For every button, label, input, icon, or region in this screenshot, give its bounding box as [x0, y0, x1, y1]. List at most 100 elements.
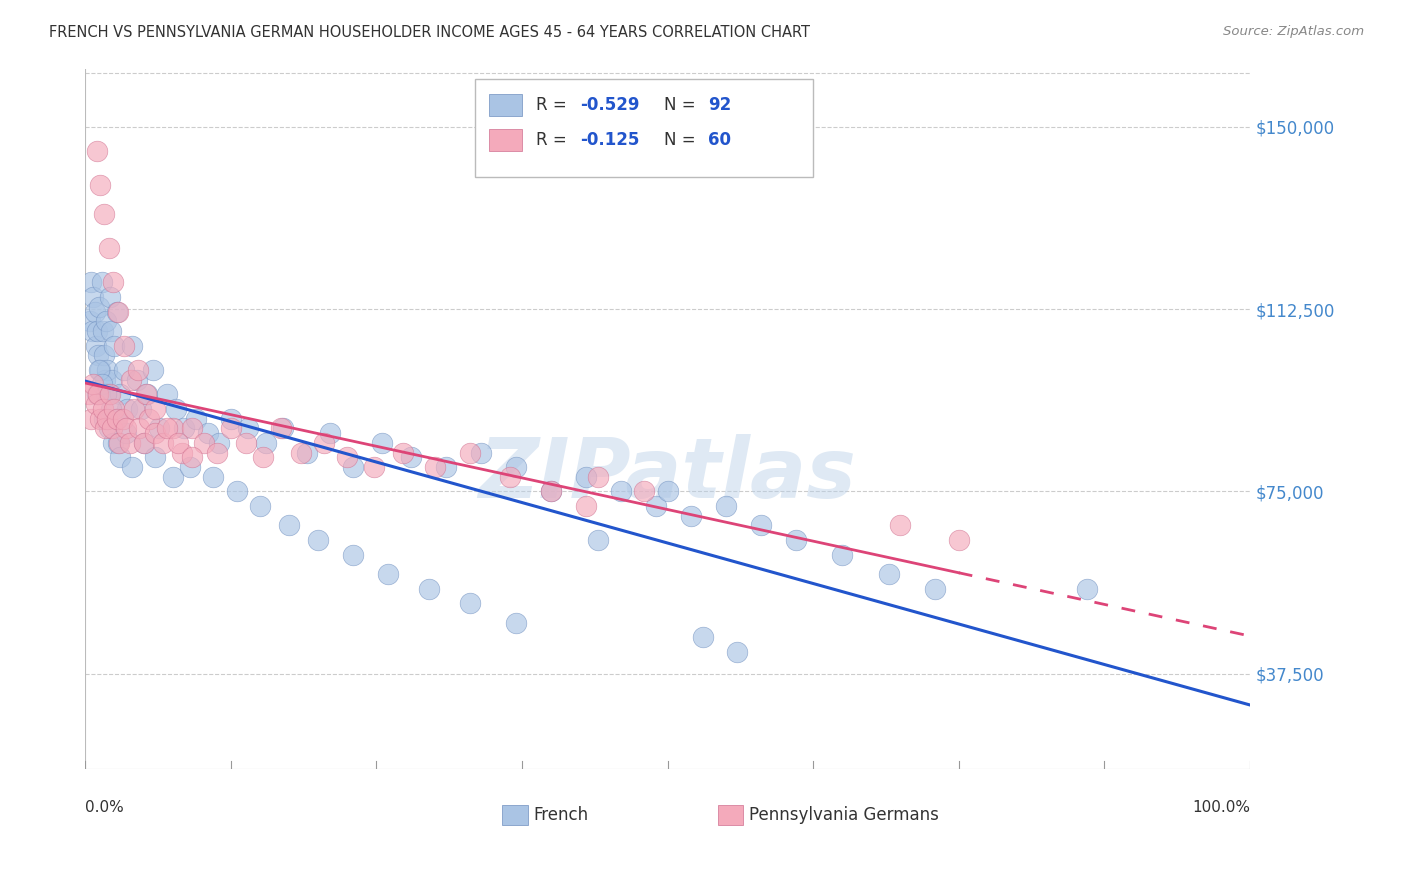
Point	[249, 499, 271, 513]
Point	[96, 387, 118, 401]
Point	[105, 411, 128, 425]
Point	[79, 314, 101, 328]
Point	[156, 387, 179, 401]
Point	[165, 401, 187, 416]
Point	[135, 387, 157, 401]
Point	[749, 518, 772, 533]
Point	[586, 470, 609, 484]
Point	[77, 387, 100, 401]
Text: R =: R =	[536, 96, 572, 114]
Point	[725, 645, 748, 659]
Point	[97, 241, 120, 255]
Point	[111, 411, 134, 425]
Text: 60: 60	[709, 131, 731, 149]
Point	[610, 484, 633, 499]
Point	[80, 276, 103, 290]
Point	[170, 445, 193, 459]
Point	[115, 421, 138, 435]
Point	[89, 300, 111, 314]
Point	[132, 435, 155, 450]
Point	[90, 377, 112, 392]
Point	[202, 470, 225, 484]
Point	[181, 421, 204, 435]
Point	[657, 484, 679, 499]
Point	[138, 411, 160, 425]
Point	[94, 421, 117, 435]
Text: FRENCH VS PENNSYLVANIA GERMAN HOUSEHOLDER INCOME AGES 45 - 64 YEARS CORRELATION : FRENCH VS PENNSYLVANIA GERMAN HOUSEHOLDE…	[49, 25, 810, 40]
Point	[162, 470, 184, 484]
Point	[270, 421, 292, 435]
Point	[94, 373, 117, 387]
Point	[125, 373, 148, 387]
Text: Pennsylvania Germans: Pennsylvania Germans	[749, 805, 939, 823]
Point	[98, 290, 121, 304]
Point	[505, 460, 527, 475]
FancyBboxPatch shape	[489, 94, 522, 116]
Point	[89, 411, 111, 425]
Point	[91, 324, 114, 338]
Point	[84, 397, 107, 411]
Point	[82, 290, 104, 304]
Point	[633, 484, 655, 499]
Text: 0.0%: 0.0%	[86, 800, 124, 815]
Point	[121, 338, 143, 352]
Point	[80, 411, 103, 425]
Point	[575, 470, 598, 484]
Point	[91, 401, 114, 416]
Point	[90, 276, 112, 290]
Point	[458, 596, 481, 610]
Point	[86, 387, 108, 401]
Point	[128, 421, 150, 435]
Point	[254, 435, 277, 450]
Point	[82, 324, 104, 338]
Point	[499, 470, 522, 484]
Point	[371, 435, 394, 450]
Point	[205, 445, 228, 459]
Text: R =: R =	[536, 131, 572, 149]
Point	[278, 518, 301, 533]
Point	[401, 450, 423, 465]
Point	[692, 630, 714, 644]
Point	[423, 460, 446, 475]
Point	[107, 435, 129, 450]
Point	[103, 435, 125, 450]
Point	[219, 421, 242, 435]
Point	[252, 450, 274, 465]
Point	[307, 533, 329, 547]
Point	[271, 421, 294, 435]
Point	[93, 411, 115, 425]
Point	[89, 178, 111, 193]
Point	[129, 401, 152, 416]
Point	[948, 533, 970, 547]
Point	[115, 401, 138, 416]
Point	[586, 533, 609, 547]
Point	[540, 484, 562, 499]
Point	[208, 435, 231, 450]
Point	[107, 304, 129, 318]
Point	[197, 426, 219, 441]
Point	[89, 363, 111, 377]
Text: -0.125: -0.125	[581, 131, 640, 149]
Point	[103, 276, 125, 290]
Point	[645, 499, 668, 513]
Text: 92: 92	[709, 96, 731, 114]
Point	[84, 338, 107, 352]
Point	[110, 387, 132, 401]
Point	[418, 582, 440, 596]
Point	[96, 314, 118, 328]
Point	[112, 363, 135, 377]
Point	[162, 421, 184, 435]
Point	[319, 426, 342, 441]
Point	[505, 615, 527, 630]
Point	[377, 567, 399, 582]
Point	[148, 421, 170, 435]
Point	[97, 421, 120, 435]
Point	[87, 348, 110, 362]
Point	[889, 518, 911, 533]
Point	[342, 548, 364, 562]
Point	[312, 435, 335, 450]
Point	[193, 435, 215, 450]
Point	[143, 401, 166, 416]
FancyBboxPatch shape	[717, 805, 744, 824]
Point	[225, 484, 247, 499]
